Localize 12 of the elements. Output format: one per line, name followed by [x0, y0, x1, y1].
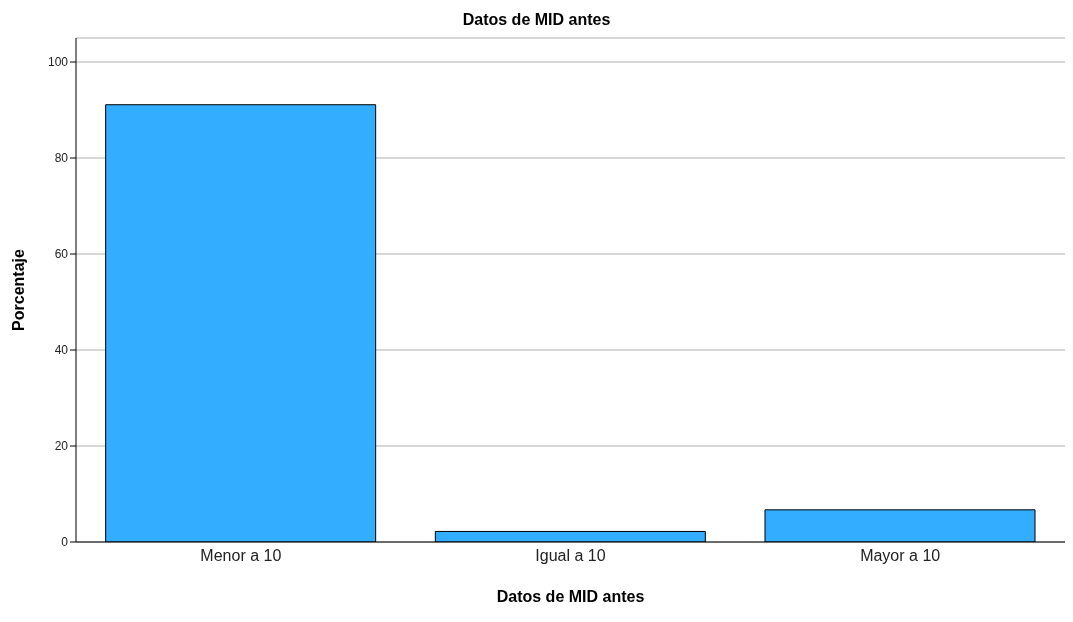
y-axis-title: Porcentaje [9, 248, 27, 331]
x-tick-label: Menor a 10 [200, 547, 282, 565]
y-tick-label: 100 [47, 55, 69, 70]
y-tick-label: 40 [54, 343, 69, 358]
y-tick-label: 60 [54, 247, 69, 262]
chart-title: Datos de MID antes [461, 10, 612, 30]
x-tick-label: Igual a 10 [535, 547, 606, 565]
y-tick-label: 20 [54, 439, 69, 454]
x-axis-title: Datos de MID antes [496, 588, 645, 605]
x-tick-label: Mayor a 10 [860, 547, 941, 565]
y-tick-label: 0 [61, 535, 69, 550]
y-tick-label: 80 [54, 151, 69, 166]
